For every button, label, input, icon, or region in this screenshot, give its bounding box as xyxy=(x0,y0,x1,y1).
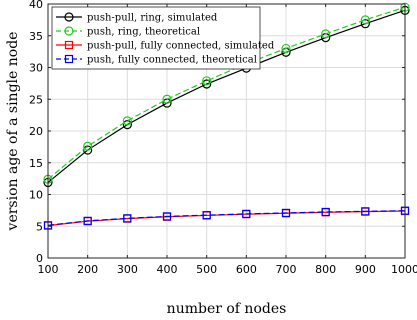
x-tick-label: 200 xyxy=(77,263,98,276)
legend-label: push, ring, theoretical xyxy=(87,27,200,38)
legend-item: push, ring, theoretical xyxy=(56,26,200,38)
y-tick-label: 15 xyxy=(29,157,43,170)
legend-marker xyxy=(64,12,74,22)
data-point xyxy=(83,141,93,151)
x-tick-label: 100 xyxy=(38,263,59,276)
x-tick-label: 700 xyxy=(276,263,297,276)
y-tick-label: 10 xyxy=(29,189,43,202)
data-point xyxy=(281,43,291,54)
y-tick-label: 25 xyxy=(29,93,43,106)
y-tick-label: 20 xyxy=(29,125,43,138)
legend-label: push, fully connected, theoretical xyxy=(87,55,257,66)
x-axis-title: number of nodes xyxy=(167,301,287,317)
data-point xyxy=(242,209,251,218)
legend-box xyxy=(51,6,261,70)
data-point xyxy=(162,94,172,104)
x-tick-label: 800 xyxy=(315,263,336,276)
y-tick-label: 0 xyxy=(36,252,43,265)
data-point xyxy=(360,19,370,29)
data-point xyxy=(202,79,212,89)
x-tick-label: 500 xyxy=(196,263,217,276)
x-tick-label: 300 xyxy=(117,263,138,276)
data-point xyxy=(122,116,132,126)
data-point xyxy=(122,120,132,130)
x-tick-label: 400 xyxy=(157,263,178,276)
series-lines xyxy=(43,2,410,230)
data-point xyxy=(361,207,370,216)
legend: push-pull, ring, simulated push, ring, th… xyxy=(51,6,275,70)
data-point xyxy=(281,208,291,218)
series-line xyxy=(47,210,406,227)
legend-label: push-pull, fully connected, simulated xyxy=(87,41,275,52)
data-point xyxy=(321,29,331,39)
x-tick-label: 600 xyxy=(236,263,257,276)
y-axis-title: version age of a single node xyxy=(5,32,21,232)
series-line xyxy=(47,9,406,183)
series-3 xyxy=(43,206,410,230)
y-tick-label: 5 xyxy=(36,220,43,233)
data-point xyxy=(162,98,172,108)
y-tick-label: 30 xyxy=(29,62,43,75)
data-point xyxy=(123,214,132,223)
legend-marker xyxy=(64,40,74,50)
axis-ticks: 100 200 300 400 500 600 700 800 900 1000 0 5 10 15 20 2… xyxy=(29,0,417,276)
series-line xyxy=(47,210,406,226)
legend-item: push-pull, ring, simulated xyxy=(56,12,218,24)
y-tick-label: 35 xyxy=(29,30,43,43)
x-tick-label: 1000 xyxy=(391,263,417,276)
data-point xyxy=(321,207,330,217)
legend-item: push-pull, fully connected, simulated xyxy=(56,41,275,52)
data-point xyxy=(202,76,212,86)
data-point xyxy=(202,211,211,220)
data-point xyxy=(360,15,370,25)
data-point xyxy=(83,216,92,225)
y-tick-label: 40 xyxy=(29,0,43,11)
legend-marker xyxy=(64,26,74,36)
x-tick-label: 900 xyxy=(355,263,376,276)
legend-marker xyxy=(64,54,74,64)
series-line xyxy=(47,6,406,180)
legend-label: push-pull, ring, simulated xyxy=(87,13,218,24)
legend-item: push, fully connected, theoretical xyxy=(56,55,257,66)
data-point xyxy=(162,212,172,221)
